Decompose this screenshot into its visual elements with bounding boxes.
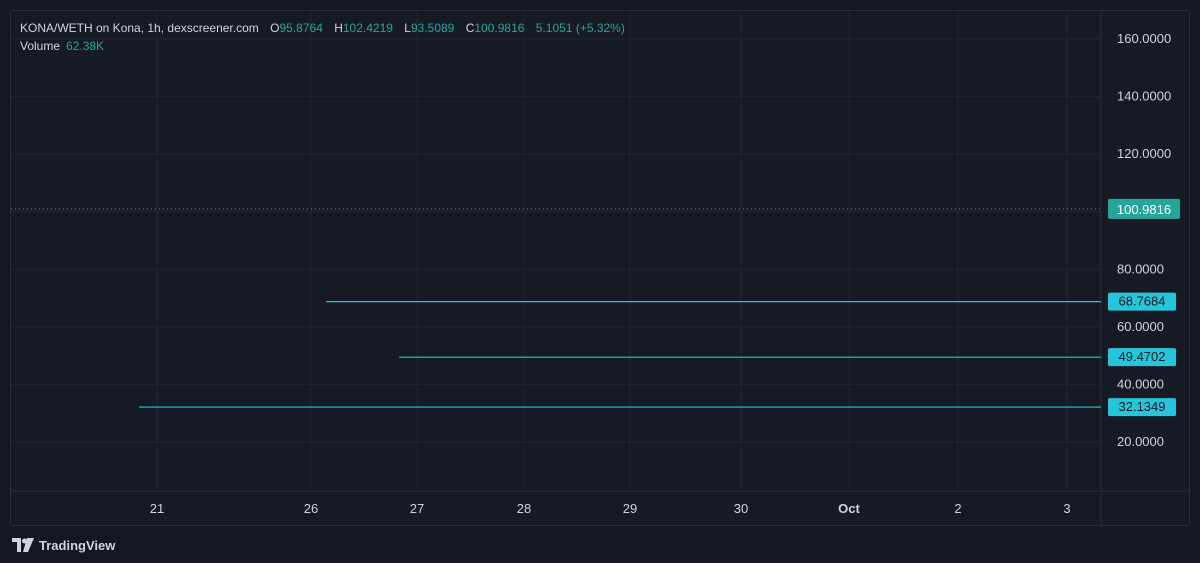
legend-close-label: C xyxy=(465,21,475,35)
tradingview-logo-icon xyxy=(12,538,34,552)
x-tick-label: 21 xyxy=(150,501,164,516)
level-badge xyxy=(1108,398,1176,417)
y-tick-label: 140.0000 xyxy=(1117,89,1171,104)
legend-close-value: 100.9816 xyxy=(474,21,525,35)
y-tick-label: 60.0000 xyxy=(1117,319,1164,334)
last-price-label: 100.9816 xyxy=(1117,202,1171,217)
legend-low-value: 93.5089 xyxy=(410,21,455,35)
x-tick-label: 2 xyxy=(954,501,961,516)
volume-legend: Volume 62.38K xyxy=(20,39,104,53)
y-tick-label: 160.0000 xyxy=(1117,31,1171,46)
y-tick-label: 40.0000 xyxy=(1117,376,1164,391)
level-badge xyxy=(1108,348,1176,367)
x-tick-label: 29 xyxy=(623,501,637,516)
x-tick-label: 28 xyxy=(517,501,531,516)
legend-high-value: 102.4219 xyxy=(342,21,393,35)
last-price-badge xyxy=(1108,198,1180,219)
tradingview-brand: TradingView xyxy=(39,537,116,553)
x-tick-label: 26 xyxy=(304,501,318,516)
volume-value: 62.38K xyxy=(66,39,105,53)
y-tick-label: 20.0000 xyxy=(1117,434,1164,449)
legend-high-label: H xyxy=(334,21,343,35)
level-badge xyxy=(1108,292,1176,311)
y-tick-label: 120.0000 xyxy=(1117,146,1171,161)
candlestick-chart[interactable]: 160.0000140.0000120.0000100.000080.00006… xyxy=(11,11,1191,527)
legend-low-label: L xyxy=(404,21,411,35)
chart-frame[interactable]: 160.0000140.0000120.0000100.000080.00006… xyxy=(10,10,1191,527)
legend-change-value: 5.1051 (+5.32%) xyxy=(535,21,625,35)
x-tick-label: 30 xyxy=(734,501,748,516)
x-tick-label: Oct xyxy=(838,501,860,516)
legend-title: KONA/WETH on Kona, 1h, dexscreener.com xyxy=(20,21,259,35)
chart-legend: KONA/WETH on Kona, 1h, dexscreener.com O… xyxy=(20,20,625,37)
legend-open-value: 95.8764 xyxy=(279,21,323,35)
volume-label: Volume xyxy=(20,39,61,53)
tradingview-logo[interactable]: TradingView xyxy=(12,536,115,554)
legend-open-label: O xyxy=(270,21,280,35)
level-label: 68.7684 xyxy=(1119,294,1166,309)
x-tick-label: 3 xyxy=(1063,501,1070,516)
y-tick-label: 80.0000 xyxy=(1117,261,1164,276)
level-label: 32.1349 xyxy=(1119,399,1166,414)
level-label: 49.4702 xyxy=(1119,349,1166,364)
x-tick-label: 27 xyxy=(410,501,424,516)
